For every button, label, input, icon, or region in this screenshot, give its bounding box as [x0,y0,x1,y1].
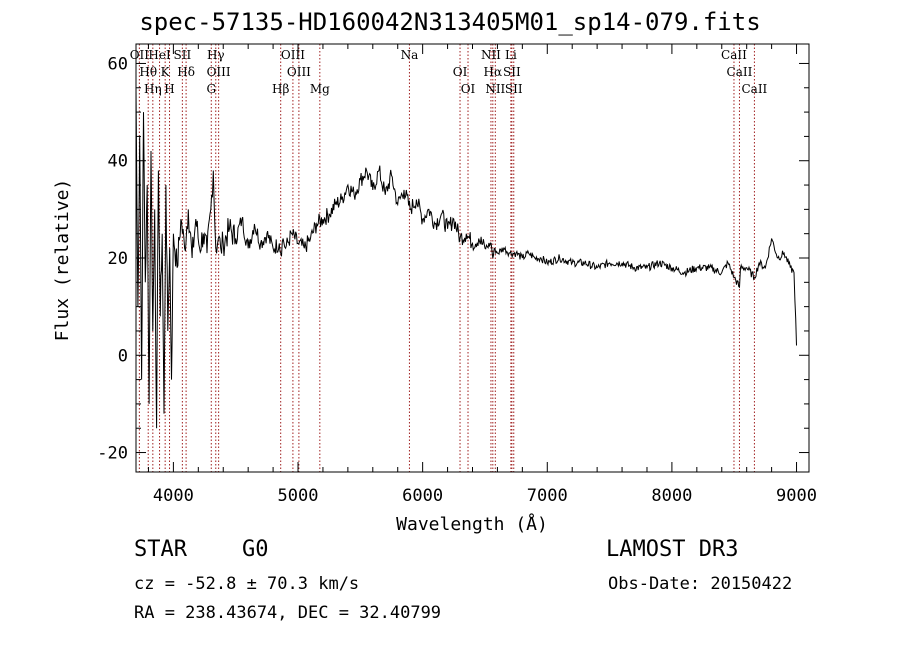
spectral-line-label: OI [453,65,468,79]
spectral-line-label: CaII [727,65,753,79]
spectral-line-label: OIII [281,48,305,62]
spectral-line-labels: OII Hθ Hη HeI KH SII Hδ G Hγ OIII Hβ OIII OIII Mg Na OI… [130,48,768,96]
spectral-line-label: Li [505,48,517,62]
spectral-line-label: SII [503,65,521,79]
spectral-line-label: Hθ [139,65,157,79]
y-tick-label: 60 [108,54,128,74]
survey-name: LAMOST DR3 [606,537,739,562]
spectral-line-label: Hη [144,82,162,96]
coordinates: RA = 238.43674, DEC = 32.40799 [134,603,442,623]
y-tick-label: 0 [118,346,128,366]
y-axis-label: Flux (relative) [52,179,73,342]
object-class: STAR [134,537,187,562]
axis-tick-labels: 4000 5000 6000 7000 8000 9000 -20 0 20 40 60 [97,54,817,506]
spectral-line-label: Na [401,48,419,62]
x-tick-label: 4000 [153,486,194,506]
redshift-velocity: cz = -52.8 ± 70.3 km/s [134,574,360,594]
x-tick-label: 8000 [651,486,692,506]
observation-date: Obs-Date: 20150422 [608,574,793,594]
x-tick-label: 6000 [402,486,443,506]
axis-ticks [136,44,809,472]
spectral-line-label: Hδ [177,65,195,79]
object-subclass: G0 [242,537,269,562]
plot-frame [135,43,810,473]
spectral-line-label: HeI [148,48,171,62]
spectral-line-label: Hγ [207,48,225,62]
spectrum-line [135,87,797,429]
spectral-line-label: SII [174,48,192,62]
x-tick-label: 9000 [776,486,817,506]
spectral-line-label: Hβ [272,82,289,96]
spectral-line-label: K [161,65,171,79]
spectral-line-label: Hα [484,65,503,79]
spectral-line-label: Mg [310,82,330,96]
x-tick-label: 7000 [527,486,568,506]
spectral-line-label: NII [485,82,505,96]
spectral-line-label: SII [505,82,523,96]
x-axis-label: Wavelength (Å) [396,513,548,535]
spectral-line-label: OII [130,48,150,62]
spectrum-series [135,87,797,429]
spectral-line-label: OIII [287,65,311,79]
spectral-line-label: CaII [721,48,747,62]
y-tick-label: -20 [97,444,128,464]
y-tick-label: 40 [108,152,128,172]
spectral-line-label: OIII [207,65,231,79]
chart-title: spec-57135-HD160042N313405M01_sp14-079.f… [139,8,761,36]
spectral-line-label: CaII [741,82,767,96]
spectral-line-label: NII [481,48,501,62]
spectral-line-markers [138,44,755,472]
x-tick-label: 5000 [278,486,319,506]
y-tick-label: 20 [108,249,128,269]
spectral-line-label: G [206,82,216,96]
spectral-line-label: H [164,82,174,96]
spectral-line-label: OI [461,82,476,96]
